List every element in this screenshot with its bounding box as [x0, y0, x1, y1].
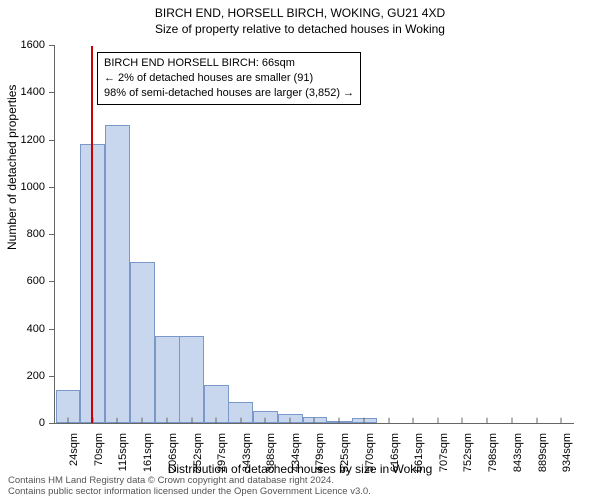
histogram-bar — [253, 411, 278, 423]
annotation-box: BIRCH END HORSELL BIRCH: 66sqm ← 2% of d… — [97, 52, 361, 105]
annotation-line2: ← 2% of detached houses are smaller (91) — [104, 71, 354, 86]
footer-line2: Contains public sector information licen… — [8, 487, 371, 498]
histogram-bar — [179, 336, 204, 423]
property-marker-line — [91, 46, 93, 423]
x-tick: 24sqm — [68, 423, 80, 466]
histogram-bar — [155, 336, 180, 423]
plot-region: 0200400600800100012001400160024sqm70sqm1… — [54, 46, 574, 424]
page-title: BIRCH END, HORSELL BIRCH, WOKING, GU21 4… — [0, 0, 600, 20]
y-tick: 1400 — [21, 86, 55, 98]
y-tick: 200 — [27, 370, 55, 382]
y-tick: 1600 — [21, 39, 55, 51]
y-tick: 600 — [27, 275, 55, 287]
histogram-bar — [130, 262, 155, 423]
annotation-line3: 98% of semi-detached houses are larger (… — [104, 86, 354, 101]
y-tick: 400 — [27, 323, 55, 335]
y-tick: 1000 — [21, 181, 55, 193]
x-axis-label: Distribution of detached houses by size … — [0, 462, 600, 476]
footer: Contains HM Land Registry data © Crown c… — [8, 476, 371, 498]
chart-area: 0200400600800100012001400160024sqm70sqm1… — [54, 46, 574, 424]
histogram-bar — [80, 144, 105, 423]
annotation-line1: BIRCH END HORSELL BIRCH: 66sqm — [104, 56, 354, 71]
page-subtitle: Size of property relative to detached ho… — [0, 20, 600, 36]
x-tick: 70sqm — [93, 423, 105, 466]
y-tick: 1200 — [21, 134, 55, 146]
y-tick: 800 — [27, 228, 55, 240]
histogram-bar — [105, 125, 130, 423]
y-axis-label: Number of detached properties — [5, 85, 19, 250]
y-tick: 0 — [39, 417, 55, 429]
